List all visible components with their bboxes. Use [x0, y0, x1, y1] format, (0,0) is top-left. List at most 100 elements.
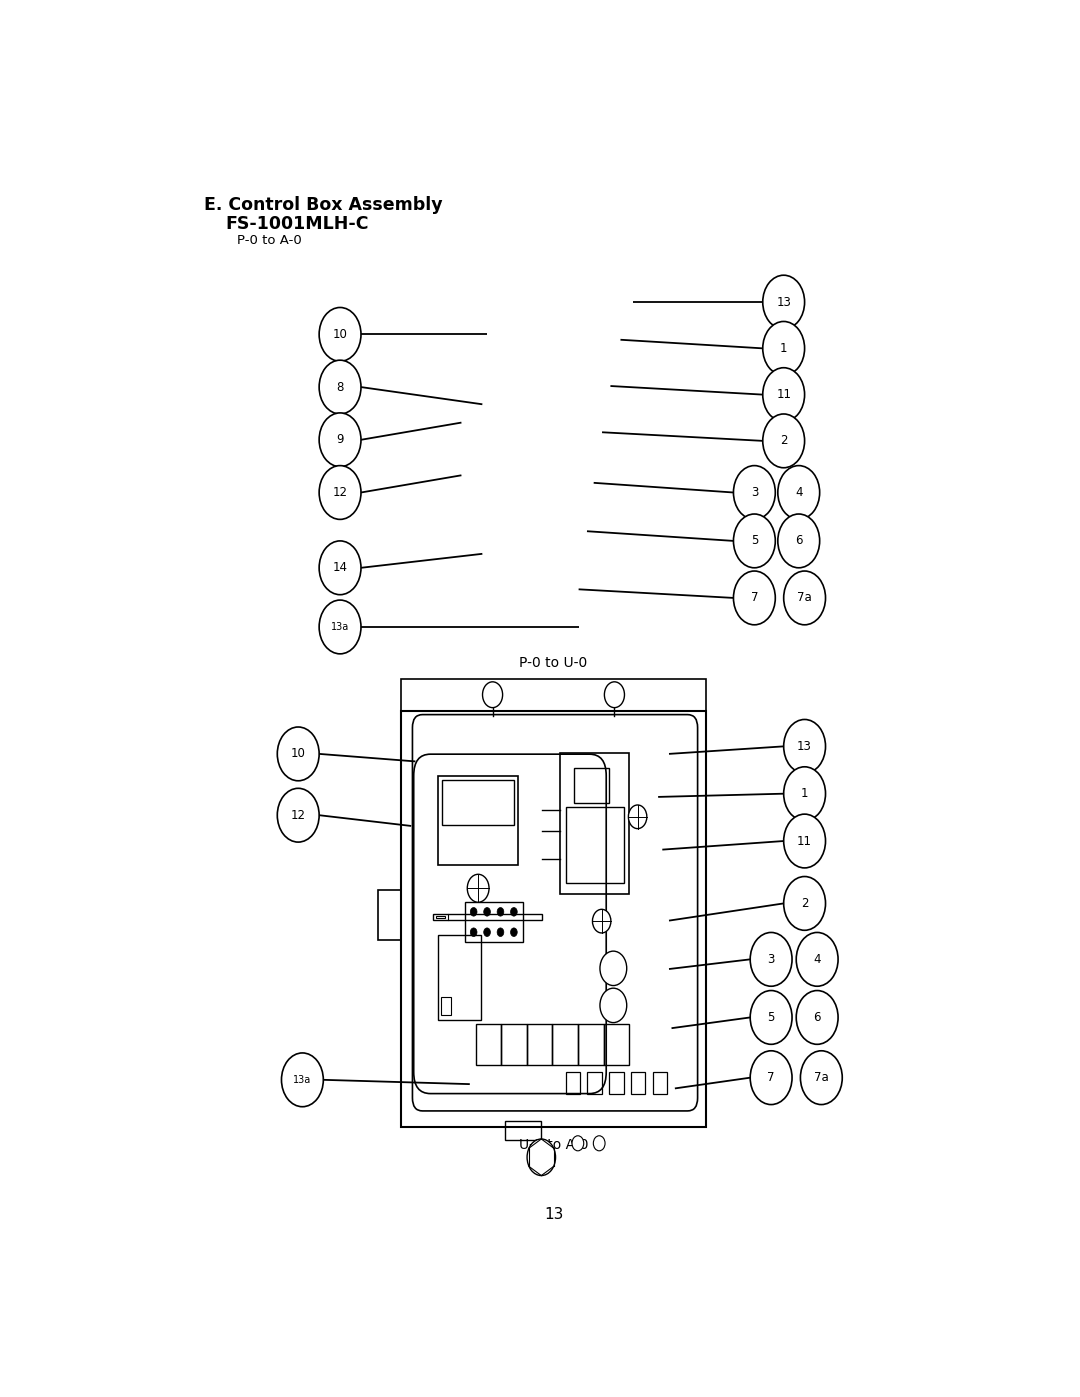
- Bar: [575, 767, 608, 803]
- Bar: [566, 1071, 580, 1094]
- Text: 4: 4: [795, 486, 802, 499]
- Circle shape: [593, 909, 611, 933]
- Text: FS-1001MLH-C: FS-1001MLH-C: [226, 215, 369, 233]
- Bar: [504, 1120, 541, 1140]
- Circle shape: [497, 928, 504, 936]
- Circle shape: [762, 275, 805, 330]
- Circle shape: [762, 414, 805, 468]
- Circle shape: [784, 767, 825, 820]
- Text: E. Control Box Assembly: E. Control Box Assembly: [204, 196, 442, 214]
- Text: 6: 6: [813, 1011, 821, 1024]
- Circle shape: [470, 928, 477, 936]
- Circle shape: [778, 514, 820, 567]
- Circle shape: [762, 321, 805, 376]
- Circle shape: [784, 719, 825, 774]
- Bar: [438, 775, 518, 865]
- Circle shape: [484, 928, 490, 936]
- Circle shape: [762, 367, 805, 422]
- Text: P-0 to U-0: P-0 to U-0: [519, 657, 588, 671]
- Circle shape: [733, 465, 775, 520]
- Text: 8: 8: [336, 380, 343, 394]
- Bar: [578, 1024, 604, 1065]
- Bar: [652, 1071, 667, 1094]
- Text: 7: 7: [751, 591, 758, 605]
- Text: 7a: 7a: [797, 591, 812, 605]
- Bar: [552, 1024, 578, 1065]
- Bar: [401, 679, 706, 711]
- Circle shape: [600, 988, 626, 1023]
- Bar: [433, 914, 542, 921]
- Bar: [438, 935, 481, 1020]
- Circle shape: [278, 788, 320, 842]
- Circle shape: [751, 932, 792, 986]
- Bar: [588, 1071, 602, 1094]
- Text: 12: 12: [291, 809, 306, 821]
- Bar: [378, 890, 401, 940]
- Circle shape: [784, 814, 825, 868]
- Text: 13: 13: [544, 1207, 563, 1222]
- Circle shape: [796, 932, 838, 986]
- Circle shape: [511, 928, 517, 936]
- Text: 1: 1: [801, 787, 808, 800]
- Circle shape: [778, 465, 820, 520]
- Text: 13: 13: [777, 296, 792, 309]
- Text: 1: 1: [780, 342, 787, 355]
- Circle shape: [784, 571, 825, 624]
- Bar: [609, 1071, 623, 1094]
- Circle shape: [572, 1136, 583, 1151]
- Circle shape: [629, 805, 647, 828]
- Circle shape: [600, 951, 626, 985]
- Circle shape: [320, 414, 361, 467]
- Text: 7: 7: [768, 1071, 774, 1084]
- Bar: [561, 753, 630, 894]
- Text: U-1 to A-0: U-1 to A-0: [518, 1139, 589, 1153]
- Bar: [566, 807, 624, 883]
- Bar: [604, 1024, 630, 1065]
- Circle shape: [320, 307, 361, 362]
- Text: 11: 11: [797, 834, 812, 848]
- Circle shape: [751, 1051, 792, 1105]
- Text: 13a: 13a: [330, 622, 349, 631]
- Circle shape: [593, 1136, 605, 1151]
- Bar: [443, 780, 514, 824]
- Text: 4: 4: [813, 953, 821, 965]
- Circle shape: [320, 465, 361, 520]
- Circle shape: [751, 990, 792, 1045]
- Circle shape: [282, 1053, 323, 1106]
- Circle shape: [484, 908, 490, 916]
- Circle shape: [483, 682, 502, 708]
- Bar: [401, 711, 706, 1127]
- Bar: [527, 1024, 552, 1065]
- Text: 10: 10: [291, 747, 306, 760]
- Text: 7a: 7a: [814, 1071, 828, 1084]
- Text: P-0 to A-0: P-0 to A-0: [238, 235, 302, 247]
- Circle shape: [320, 601, 361, 654]
- Text: 5: 5: [751, 535, 758, 548]
- Circle shape: [497, 908, 504, 916]
- Text: 12: 12: [333, 486, 348, 499]
- Circle shape: [527, 1139, 555, 1175]
- Text: 2: 2: [801, 897, 808, 909]
- Text: 13: 13: [797, 740, 812, 753]
- Bar: [501, 1024, 527, 1065]
- Circle shape: [470, 908, 477, 916]
- Bar: [464, 901, 523, 943]
- Text: 5: 5: [768, 1011, 774, 1024]
- FancyBboxPatch shape: [413, 715, 698, 1111]
- Text: 6: 6: [795, 535, 802, 548]
- Bar: [475, 1024, 501, 1065]
- Text: 14: 14: [333, 562, 348, 574]
- Bar: [435, 915, 445, 918]
- Circle shape: [320, 541, 361, 595]
- Circle shape: [784, 876, 825, 930]
- Circle shape: [733, 514, 775, 567]
- Text: 13a: 13a: [294, 1074, 311, 1085]
- Circle shape: [511, 908, 517, 916]
- Text: 9: 9: [336, 433, 343, 446]
- Circle shape: [733, 571, 775, 624]
- Circle shape: [320, 360, 361, 414]
- Circle shape: [468, 875, 489, 902]
- Text: 2: 2: [780, 434, 787, 447]
- Circle shape: [800, 1051, 842, 1105]
- Bar: [441, 996, 451, 1014]
